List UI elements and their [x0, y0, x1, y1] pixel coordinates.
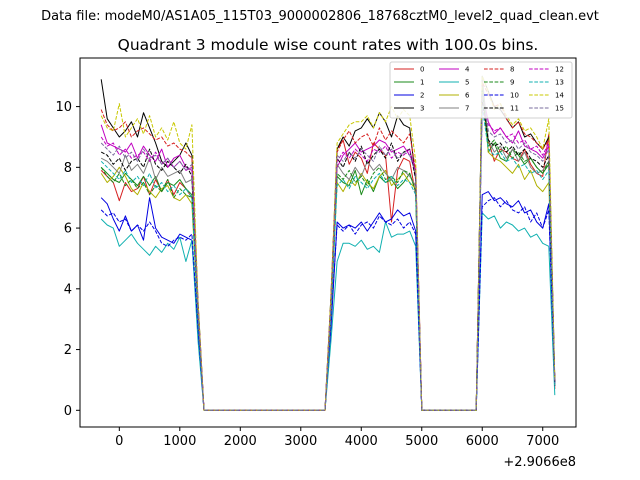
- legend-label-8: 8: [510, 66, 514, 74]
- legend-label-12: 12: [555, 66, 564, 74]
- y-tick-label: 8: [64, 161, 72, 176]
- legend-label-15: 15: [555, 105, 564, 113]
- x-tick-label: 5000: [405, 434, 438, 449]
- legend-label-9: 9: [510, 79, 514, 87]
- legend-label-5: 5: [465, 79, 469, 87]
- legend-label-13: 13: [555, 79, 564, 87]
- legend-label-3: 3: [420, 105, 424, 113]
- y-tick-label: 6: [64, 222, 72, 237]
- x-tick-label: 2000: [224, 434, 257, 449]
- legend-label-6: 6: [465, 92, 470, 100]
- x-tick-label: 6000: [466, 434, 499, 449]
- y-tick-label: 2: [64, 343, 72, 358]
- plot-area: [100, 75, 556, 411]
- y-tick-label: 4: [64, 282, 72, 297]
- legend-box: [389, 61, 573, 119]
- x-tick-label: 7000: [526, 434, 559, 449]
- x-tick-label: 4000: [345, 434, 378, 449]
- legend-label-0: 0: [420, 66, 424, 74]
- legend-label-11: 11: [510, 105, 519, 113]
- y-tick-label: 0: [64, 404, 72, 419]
- x-tick-label: 3000: [284, 434, 317, 449]
- legend-label-2: 2: [420, 92, 424, 100]
- legend-label-10: 10: [510, 92, 519, 100]
- x-tick-label: 0: [115, 434, 123, 449]
- plot-frame: [79, 57, 577, 428]
- x-tick-label: 1000: [163, 434, 196, 449]
- chart-title: Quadrant 3 module wise count rates with …: [118, 36, 539, 54]
- legend-label-4: 4: [465, 66, 470, 74]
- y-tick-label: 10: [55, 100, 72, 115]
- legend-label-1: 1: [420, 79, 424, 87]
- x-offset-label: +2.9066e8: [503, 455, 576, 470]
- axes: 0 1000 2000 3000 4000 5000 6000 7000 0 2 4 6 8 10: [55, 100, 559, 449]
- legend-label-7: 7: [465, 105, 469, 113]
- legend-label-14: 14: [555, 92, 564, 100]
- chart-suptitle: Data file: modeM0/AS1A05_115T03_90000028…: [41, 9, 599, 24]
